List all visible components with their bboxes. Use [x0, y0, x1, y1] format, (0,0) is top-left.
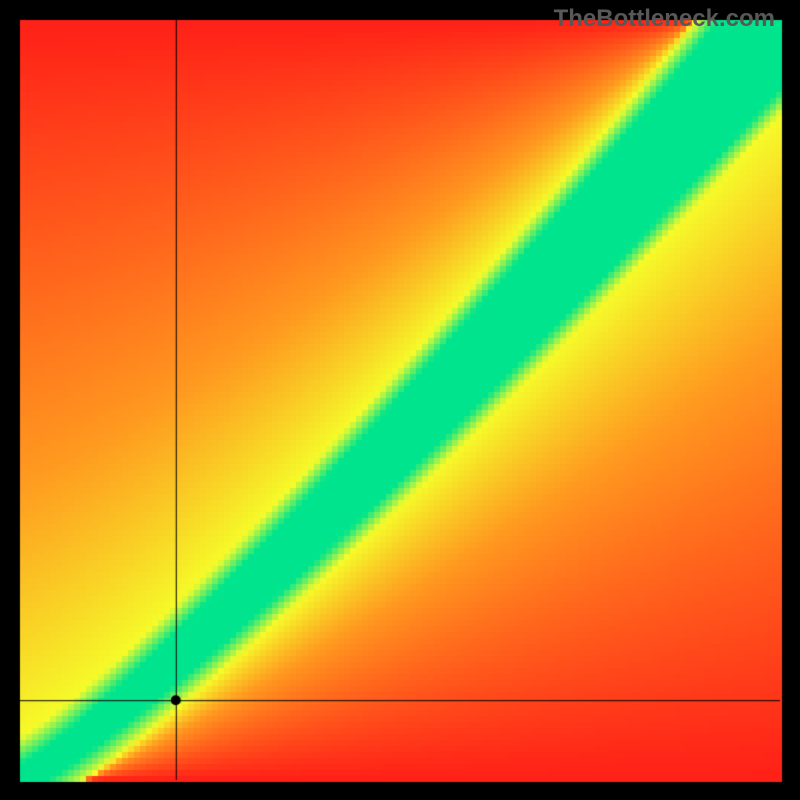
bottleneck-chart: TheBottleneck.com	[0, 0, 800, 800]
watermark-text: TheBottleneck.com	[554, 5, 775, 33]
heatmap-canvas	[0, 0, 800, 800]
